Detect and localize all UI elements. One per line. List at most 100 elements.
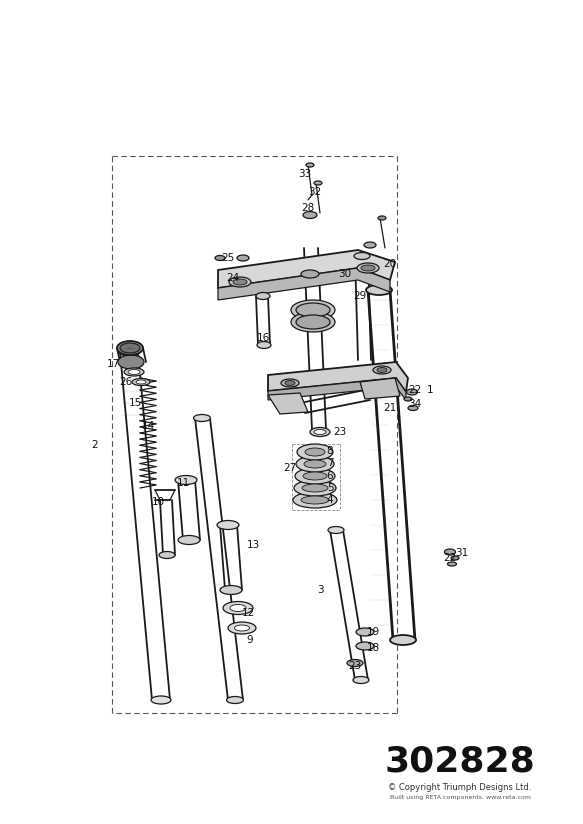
Ellipse shape [217,521,239,530]
Text: 9: 9 [247,635,253,645]
Ellipse shape [227,696,244,704]
Ellipse shape [303,212,317,218]
Ellipse shape [356,628,374,636]
Text: 10: 10 [152,497,164,507]
Polygon shape [268,378,406,400]
Ellipse shape [291,312,335,332]
Ellipse shape [448,562,456,566]
Text: 18: 18 [366,643,380,653]
Ellipse shape [159,551,175,559]
Text: 33: 33 [298,169,312,179]
Ellipse shape [301,496,329,504]
Ellipse shape [229,277,251,287]
Text: 34: 34 [408,399,422,409]
Ellipse shape [356,642,374,650]
Ellipse shape [294,480,336,496]
Ellipse shape [285,381,295,386]
Ellipse shape [120,343,140,353]
Polygon shape [218,250,395,288]
Ellipse shape [296,456,334,472]
Ellipse shape [237,255,249,261]
Text: 25: 25 [222,253,234,263]
Ellipse shape [223,602,253,615]
Polygon shape [268,393,308,414]
Ellipse shape [230,605,246,611]
Text: 22: 22 [408,385,422,395]
Ellipse shape [228,622,256,634]
Text: 2: 2 [92,440,99,450]
Ellipse shape [178,536,200,545]
Ellipse shape [296,303,330,317]
Ellipse shape [364,242,376,248]
Text: 7: 7 [326,458,333,468]
Polygon shape [360,378,400,399]
Text: 15: 15 [128,398,142,408]
Text: 17: 17 [106,359,120,369]
Ellipse shape [314,181,322,185]
Ellipse shape [302,484,328,492]
Ellipse shape [328,527,344,533]
Text: 3: 3 [317,585,324,595]
Ellipse shape [256,293,270,299]
Ellipse shape [296,315,330,329]
Ellipse shape [354,252,370,260]
Text: 19: 19 [366,627,380,637]
Ellipse shape [404,397,412,401]
Polygon shape [268,362,408,392]
Ellipse shape [220,586,242,594]
Ellipse shape [132,378,150,386]
Ellipse shape [378,216,386,220]
Ellipse shape [444,549,455,555]
Ellipse shape [117,341,143,355]
Ellipse shape [305,448,325,456]
Ellipse shape [366,285,392,295]
Ellipse shape [361,265,375,271]
Text: 13: 13 [247,540,259,550]
Ellipse shape [234,625,250,631]
Ellipse shape [295,468,335,484]
Text: 23: 23 [333,427,347,437]
Ellipse shape [408,405,418,410]
Ellipse shape [301,270,319,278]
Text: 29: 29 [353,291,367,301]
Text: 16: 16 [257,333,269,343]
Text: 14: 14 [141,421,154,431]
Ellipse shape [233,279,247,285]
Text: 12: 12 [241,608,255,618]
Ellipse shape [451,556,459,560]
Ellipse shape [310,428,330,437]
Ellipse shape [297,444,333,460]
Ellipse shape [373,366,391,374]
Ellipse shape [215,255,225,260]
Text: 20: 20 [384,259,396,269]
Text: 27: 27 [283,463,297,473]
Text: 22: 22 [444,553,456,563]
Text: © Copyright Triumph Designs Ltd.: © Copyright Triumph Designs Ltd. [388,783,532,792]
Text: 23: 23 [349,661,361,671]
Ellipse shape [406,389,417,395]
Text: 30: 30 [339,269,352,279]
Ellipse shape [175,475,197,485]
Ellipse shape [390,635,416,645]
Text: 1: 1 [427,385,433,395]
Ellipse shape [128,369,140,374]
Ellipse shape [306,163,314,167]
Ellipse shape [377,368,387,372]
Ellipse shape [303,472,327,480]
Ellipse shape [118,355,144,369]
Ellipse shape [353,677,369,683]
Text: 31: 31 [455,548,469,558]
Polygon shape [218,268,390,300]
Ellipse shape [136,380,146,384]
Text: Built using RETA components. www.reta.com: Built using RETA components. www.reta.co… [389,795,531,800]
Text: 8: 8 [326,446,333,456]
Text: 21: 21 [384,403,396,413]
Ellipse shape [293,492,337,508]
Ellipse shape [151,696,171,704]
Text: 32: 32 [308,187,322,197]
Ellipse shape [257,341,271,349]
Text: 11: 11 [177,478,189,488]
Text: 6: 6 [326,471,333,481]
Ellipse shape [314,429,326,434]
Ellipse shape [281,379,299,387]
